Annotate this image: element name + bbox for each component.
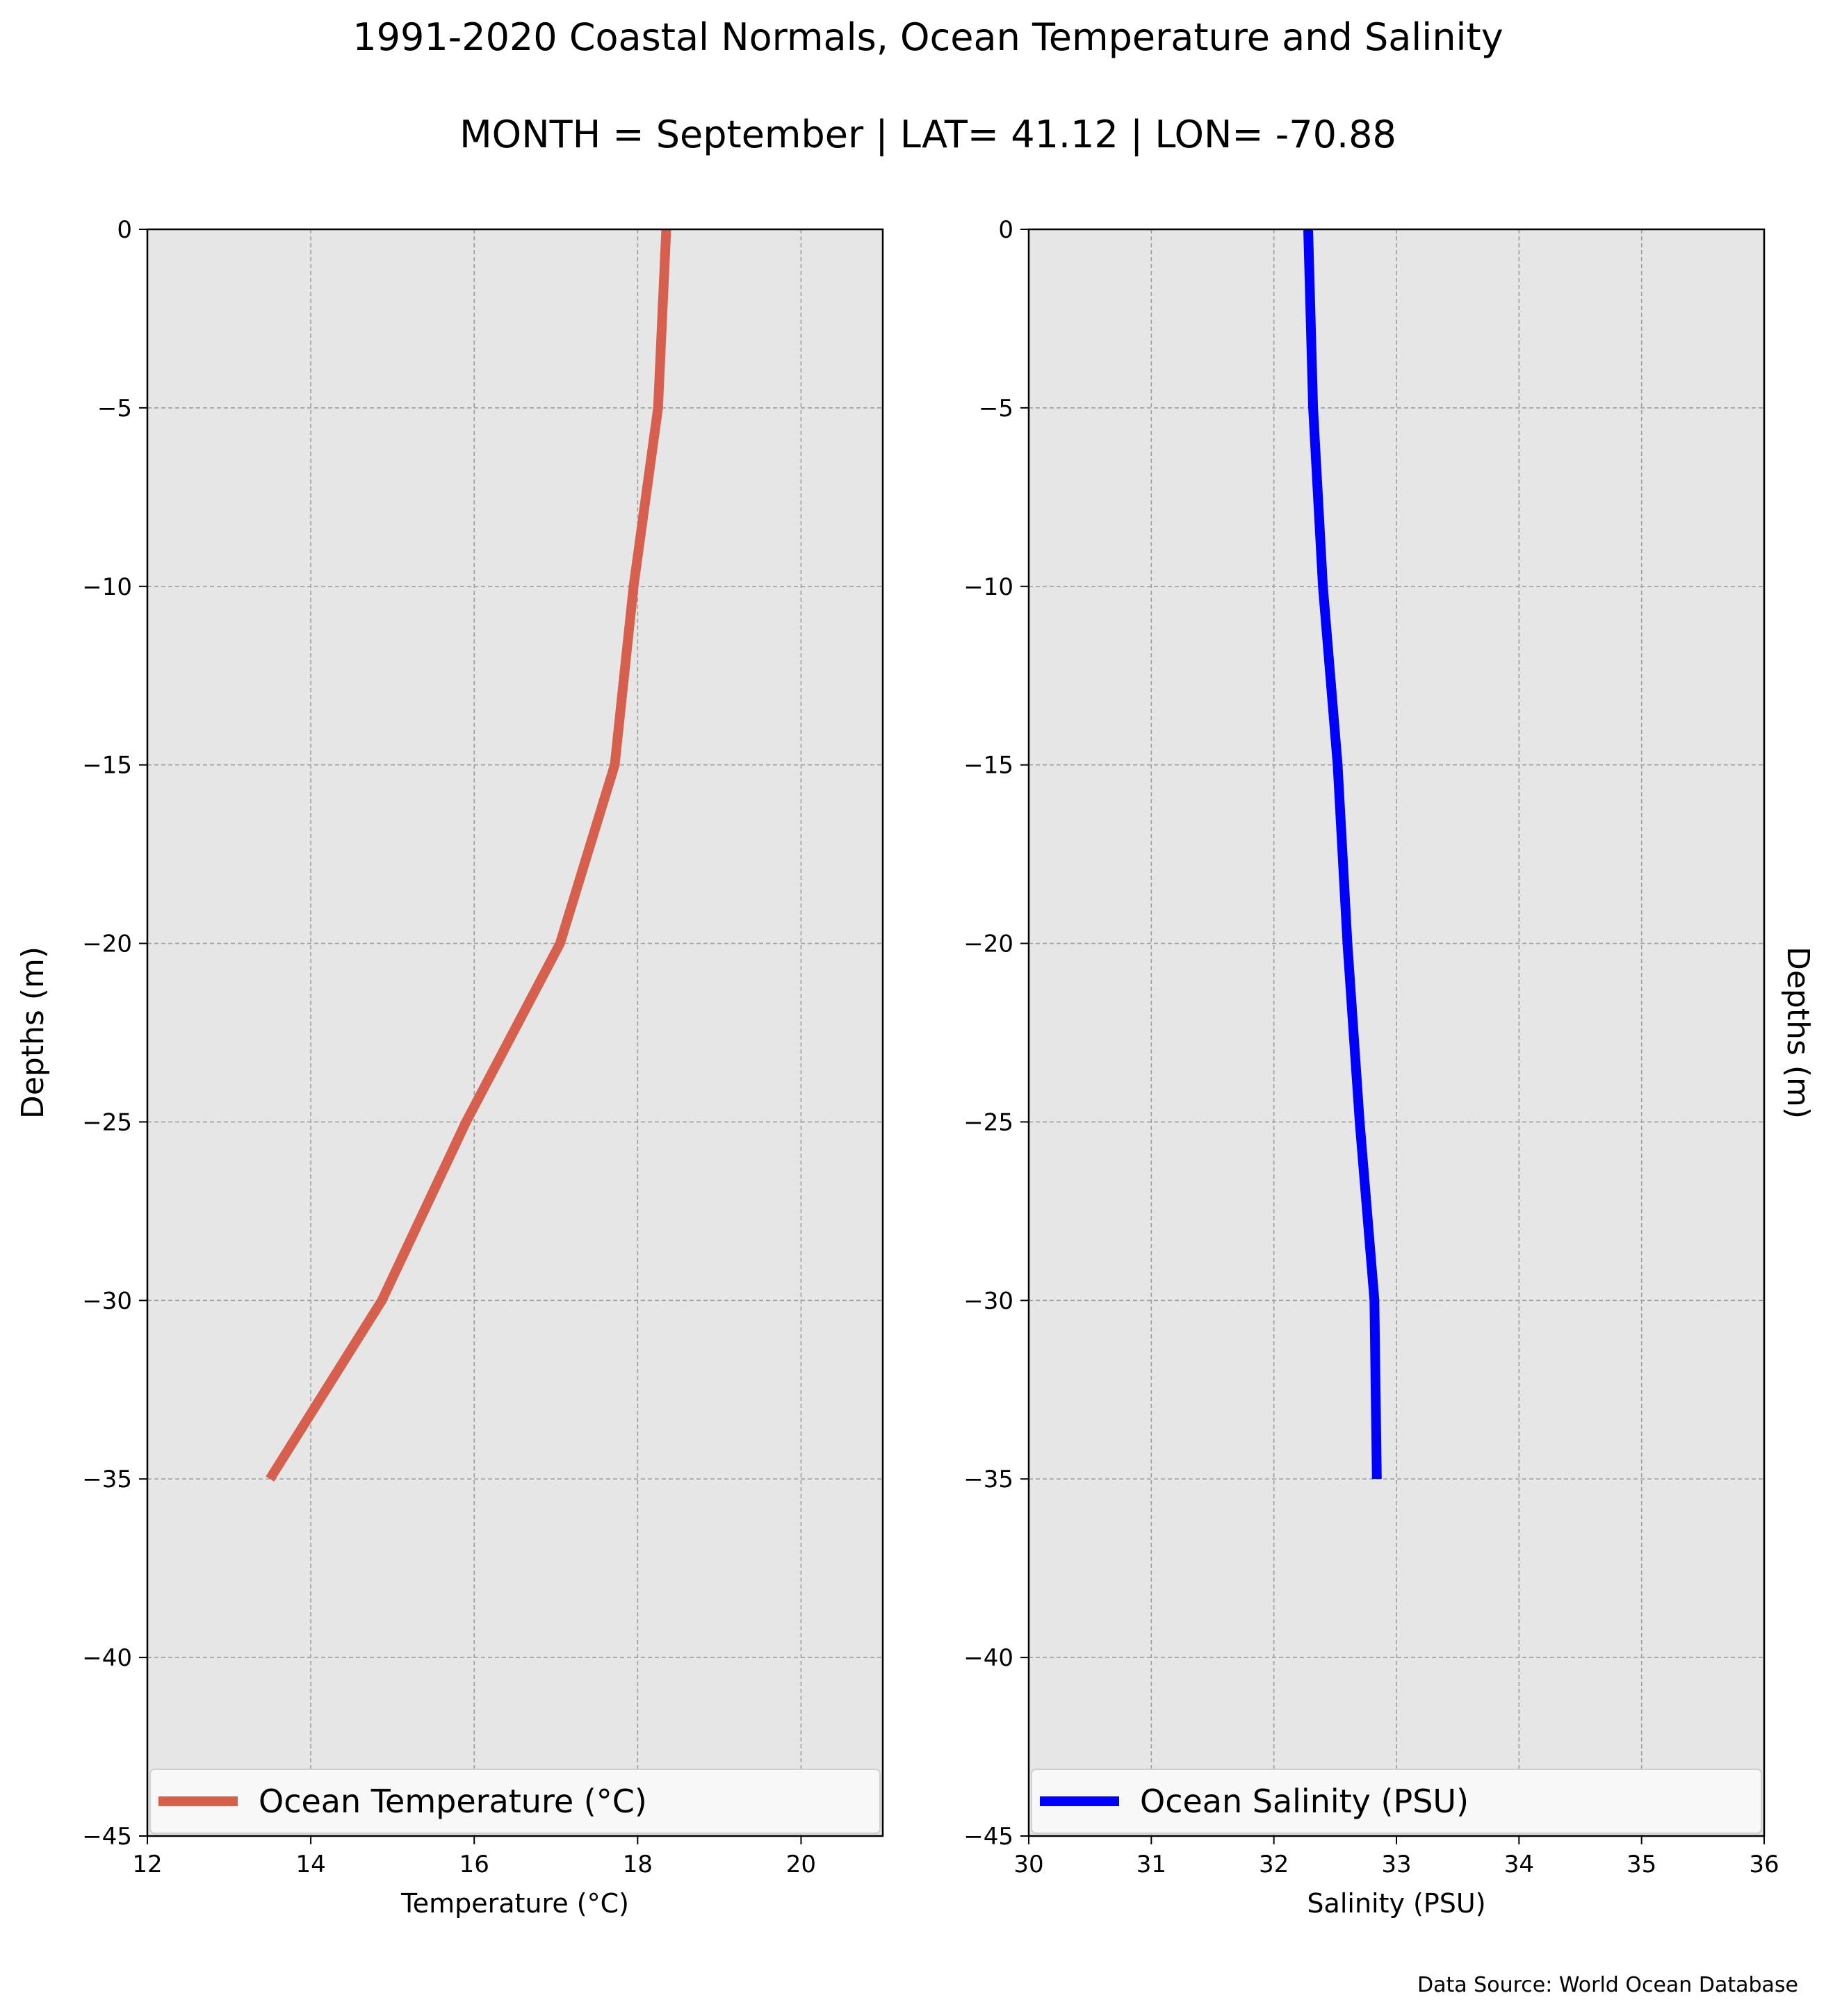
y-tick-label: 0 xyxy=(998,216,1013,244)
y-axis-label: Depths (m) xyxy=(1780,946,1816,1119)
series-line xyxy=(1303,229,1382,1480)
x-tick-label: 30 xyxy=(1013,1851,1043,1878)
x-axis-label: Temperature (°C) xyxy=(400,1888,629,1919)
y-tick-label: −20 xyxy=(963,931,1013,958)
y-tick-label: −45 xyxy=(82,1823,132,1851)
x-tick-label: 33 xyxy=(1381,1851,1411,1878)
x-tick-label: 18 xyxy=(623,1851,653,1878)
y-tick-label: −35 xyxy=(82,1466,132,1493)
plot-frame xyxy=(146,228,884,1837)
y-tick-label: −15 xyxy=(82,752,132,780)
y-tick-label: −10 xyxy=(963,573,1013,601)
x-tick-label: 31 xyxy=(1136,1851,1166,1878)
chart-panel-1: Ocean Temperature (°C) 12 14 16 18 20 0 −5 −10 −1… xyxy=(15,216,884,1919)
x-tick-label: 12 xyxy=(132,1851,162,1878)
chart-panel-2: Ocean Salinity (PSU) 30 31 32 33 34 35 36 0 −5 −10… xyxy=(963,216,1816,1919)
chart-subtitle: MONTH = September | LAT= 41.12 | LON= -7… xyxy=(459,113,1396,156)
x-tick-label: 36 xyxy=(1749,1851,1779,1878)
y-tick-label: −35 xyxy=(963,1466,1013,1493)
y-tick-label: −45 xyxy=(963,1823,1013,1851)
x-tick-label: 20 xyxy=(786,1851,816,1878)
y-tick-label: −40 xyxy=(963,1644,1013,1672)
y-tick-label: −30 xyxy=(963,1287,1013,1315)
legend-label: Ocean Temperature (°C) xyxy=(259,1783,647,1820)
y-tick-label: −25 xyxy=(82,1108,132,1136)
series-line xyxy=(266,229,671,1482)
y-tick-label: 0 xyxy=(117,216,132,244)
y-tick-label: −10 xyxy=(82,573,132,601)
x-tick-label: 35 xyxy=(1627,1851,1656,1878)
x-axis-label: Salinity (PSU) xyxy=(1307,1888,1485,1919)
x-tick-label: 16 xyxy=(459,1851,489,1878)
y-tick-label: −5 xyxy=(979,395,1013,423)
x-tick-label: 14 xyxy=(295,1851,325,1878)
legend-box xyxy=(149,1769,881,1834)
y-tick-label: −15 xyxy=(963,752,1013,780)
y-axis-label: Depths (m) xyxy=(15,946,51,1119)
y-tick-label: −5 xyxy=(97,395,132,423)
y-tick-label: −20 xyxy=(82,931,132,958)
legend-box xyxy=(1031,1769,1762,1834)
y-tick-label: −25 xyxy=(963,1108,1013,1136)
y-tick-label: −40 xyxy=(82,1644,132,1672)
chart-title: 1991-2020 Coastal Normals, Ocean Tempera… xyxy=(352,15,1503,59)
data-source-note: Data Source: World Ocean Database xyxy=(1417,1973,1798,1997)
plot-panels: Ocean Temperature (°C) 12 14 16 18 20 0 −5 −10 −1… xyxy=(15,216,1816,1919)
x-tick-label: 34 xyxy=(1504,1851,1534,1878)
x-tick-label: 32 xyxy=(1259,1851,1289,1878)
legend-label: Ocean Salinity (PSU) xyxy=(1140,1783,1469,1820)
y-tick-label: −30 xyxy=(82,1287,132,1315)
